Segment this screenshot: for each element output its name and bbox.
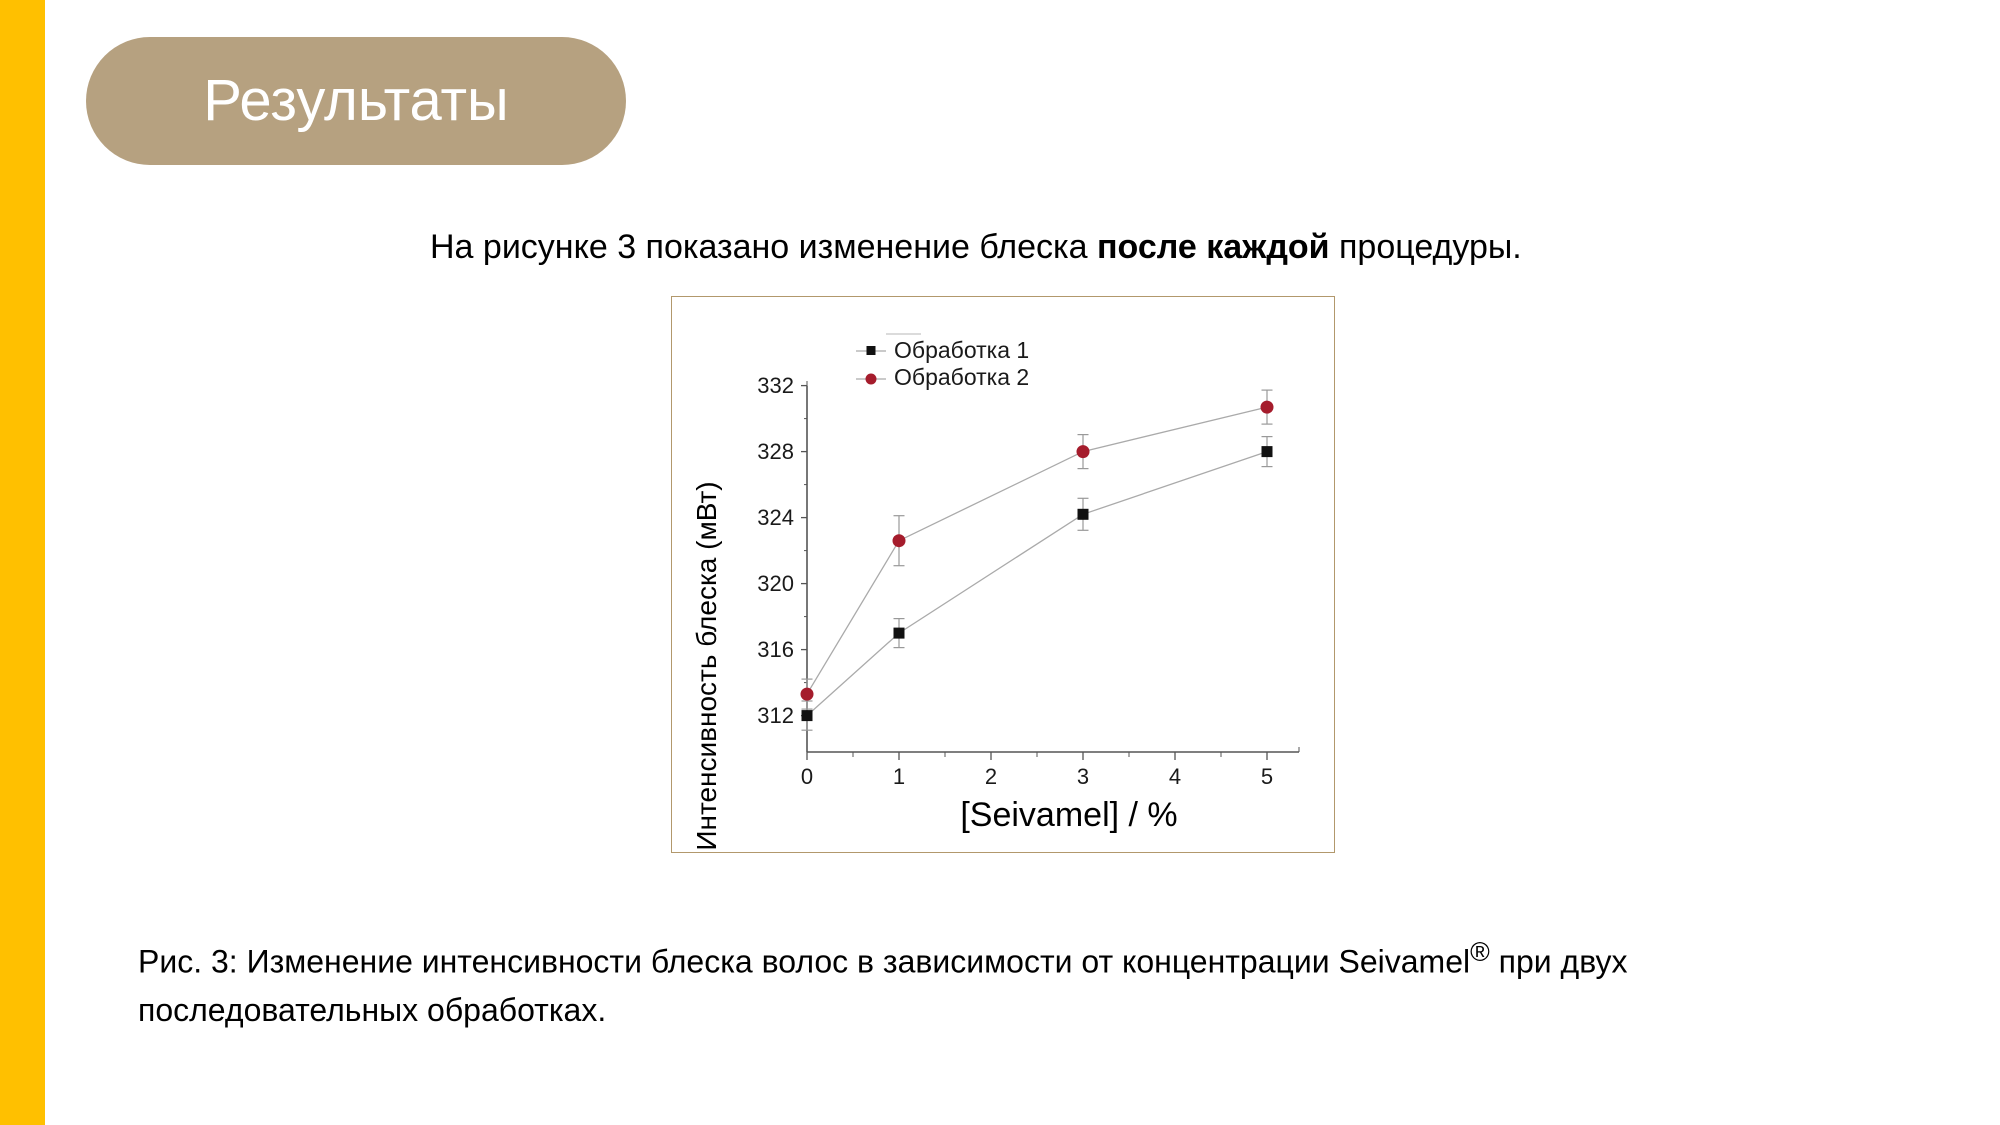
- svg-text:1: 1: [893, 764, 905, 789]
- svg-text:3: 3: [1077, 764, 1089, 789]
- svg-text:2: 2: [985, 764, 997, 789]
- svg-text:Интенсивность блеска (мВт): Интенсивность блеска (мВт): [691, 481, 722, 850]
- svg-text:0: 0: [801, 764, 813, 789]
- svg-text:320: 320: [757, 571, 794, 596]
- svg-text:5: 5: [1261, 764, 1273, 789]
- svg-text:316: 316: [757, 637, 794, 662]
- svg-text:332: 332: [757, 373, 794, 398]
- svg-text:328: 328: [757, 439, 794, 464]
- svg-text:4: 4: [1169, 764, 1181, 789]
- svg-text:Обработка 2: Обработка 2: [894, 364, 1029, 390]
- svg-text:312: 312: [757, 703, 794, 728]
- svg-text:[Seivamel] / %: [Seivamel] / %: [960, 796, 1177, 834]
- svg-text:324: 324: [757, 505, 794, 530]
- svg-text:Обработка 1: Обработка 1: [894, 337, 1029, 363]
